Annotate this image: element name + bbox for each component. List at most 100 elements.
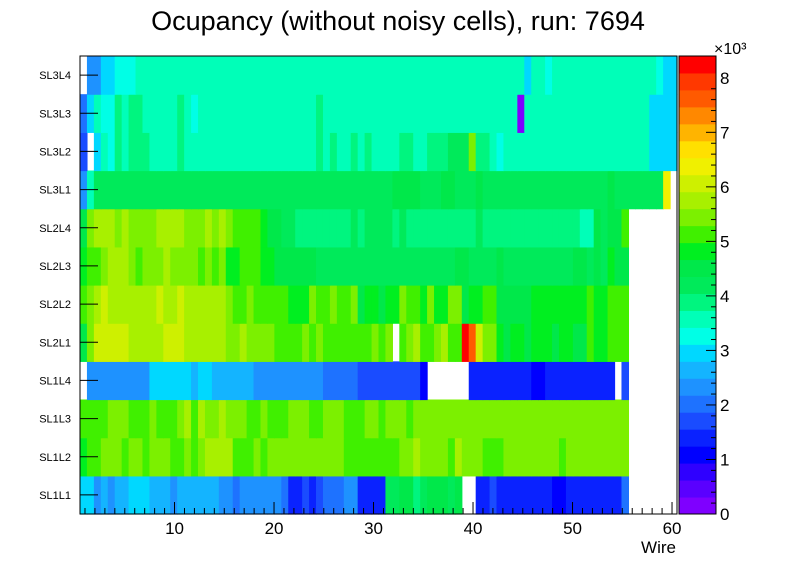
- heatmap-cell: [663, 170, 671, 210]
- heatmap-cell: [371, 399, 380, 439]
- heatmap-cell: [572, 246, 581, 286]
- heatmap-cell: [225, 399, 234, 439]
- heatmap-cell: [350, 475, 359, 515]
- heatmap-cell: [309, 361, 317, 401]
- heatmap-cell: [309, 132, 317, 172]
- heatmap-cell: [142, 285, 151, 324]
- heatmap-cell: [281, 246, 289, 286]
- heatmap-cell: [184, 399, 192, 439]
- heatmap-cell: [392, 208, 400, 248]
- heatmap-cell: [329, 94, 338, 133]
- heatmap-cell: [538, 208, 546, 248]
- heatmap-cell: [336, 361, 345, 401]
- heatmap-cell: [218, 246, 227, 286]
- heatmap-cell: [309, 437, 317, 477]
- heatmap-cell: [211, 285, 220, 324]
- heatmap-cell: [572, 437, 581, 477]
- heatmap-cell: [593, 437, 602, 477]
- heatmap-cell: [489, 361, 498, 401]
- heatmap-cell: [267, 56, 275, 95]
- heatmap-cell: [545, 437, 553, 477]
- heatmap-cell: [503, 208, 511, 248]
- heatmap-cell: [329, 208, 338, 248]
- heatmap-cell: [614, 208, 623, 248]
- heatmap-cell: [607, 208, 616, 248]
- heatmap-cell: [316, 208, 324, 248]
- heatmap-cell: [329, 132, 338, 172]
- heatmap-cell: [246, 437, 255, 477]
- heatmap-cell: [135, 399, 144, 439]
- heatmap-cell: [295, 94, 303, 133]
- heatmap-cell: [191, 285, 199, 324]
- heatmap-cell: [364, 437, 373, 477]
- heatmap-cell: [100, 170, 109, 210]
- heatmap-cell: [364, 132, 373, 172]
- heatmap-cell: [378, 437, 387, 477]
- heatmap-cell: [246, 285, 255, 324]
- heatmap-cell: [149, 323, 157, 362]
- heatmap-cell: [198, 208, 206, 248]
- heatmap-cell: [204, 208, 213, 248]
- heatmap-cell: [385, 475, 393, 515]
- heatmap-cell: [170, 399, 178, 439]
- heatmap-cell: [593, 361, 602, 401]
- heatmap-cell: [621, 361, 630, 401]
- heatmap-cell: [649, 170, 657, 210]
- palette-swatch: [679, 395, 716, 413]
- heatmap-cell: [579, 475, 588, 515]
- heatmap-cell: [239, 170, 248, 210]
- heatmap-cell: [204, 323, 213, 362]
- heatmap-cell: [239, 399, 248, 439]
- heatmap-cell: [288, 246, 296, 286]
- heatmap-cell: [510, 399, 518, 439]
- heatmap-cell: [468, 285, 477, 324]
- heatmap-cell: [191, 323, 199, 362]
- heatmap-cell: [447, 246, 456, 286]
- heatmap-cell: [440, 94, 449, 133]
- heatmap-cell: [149, 361, 157, 401]
- heatmap-cell: [232, 285, 241, 324]
- heatmap-cell: [461, 285, 470, 324]
- heatmap-cell: [246, 170, 255, 210]
- z-tick-label: 0: [720, 505, 729, 524]
- heatmap-cell: [121, 475, 130, 515]
- heatmap-cell: [107, 246, 116, 286]
- heatmap-cell: [454, 94, 463, 133]
- heatmap-cell: [378, 170, 387, 210]
- heatmap-cell: [517, 170, 525, 210]
- heatmap-cell: [177, 285, 185, 324]
- heatmap-cell: [399, 246, 407, 286]
- heatmap-cell: [329, 323, 338, 362]
- heatmap-cell: [274, 246, 282, 286]
- heatmap-cell: [288, 323, 296, 362]
- heatmap-cell: [364, 361, 373, 401]
- palette-swatch: [679, 225, 716, 244]
- heatmap-cell: [406, 437, 414, 477]
- y-tick-label: SL1L3: [39, 414, 71, 426]
- y-tick-label: SL2L4: [39, 223, 71, 235]
- heatmap-cell: [357, 208, 366, 248]
- heatmap-cell: [378, 361, 387, 401]
- heatmap-cell: [316, 361, 324, 401]
- heatmap-cell: [218, 285, 227, 324]
- heatmap-cell: [496, 56, 505, 95]
- heatmap-cell: [572, 56, 581, 95]
- heatmap-cell: [434, 323, 442, 362]
- heatmap-cell: [274, 361, 282, 401]
- heatmap-cell: [191, 94, 199, 133]
- z-tick-label: 3: [720, 341, 729, 360]
- heatmap-cell: [440, 132, 449, 172]
- heatmap-cell: [531, 285, 539, 324]
- heatmap-cell: [357, 361, 366, 401]
- heatmap-cell: [343, 246, 352, 286]
- palette-swatch: [679, 56, 716, 74]
- heatmap-cell: [607, 285, 616, 324]
- heatmap-cell: [496, 94, 505, 133]
- heatmap-cell: [225, 170, 234, 210]
- heatmap-cell: [475, 437, 484, 477]
- heatmap-cell: [295, 132, 303, 172]
- heatmap-cell: [427, 285, 435, 324]
- heatmap-cell: [607, 361, 616, 401]
- heatmap-cell: [461, 56, 470, 95]
- heatmap-cell: [371, 285, 380, 324]
